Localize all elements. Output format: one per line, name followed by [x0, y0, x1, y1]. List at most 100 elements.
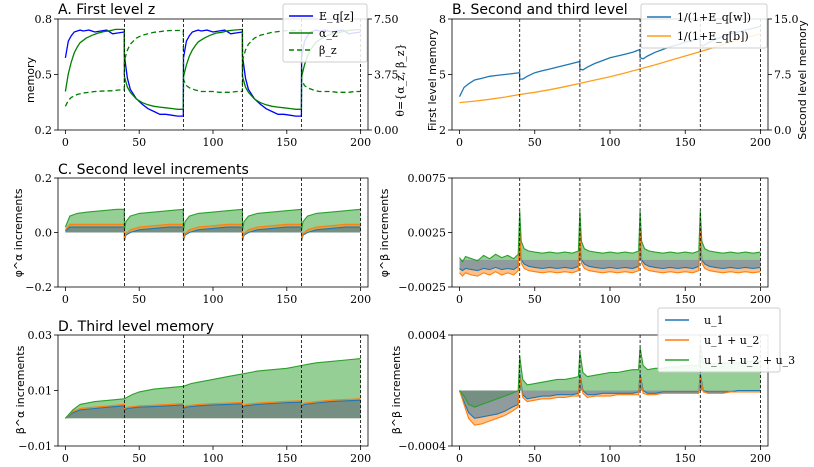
panel-a-ylabel: memory: [24, 57, 37, 103]
panel-a-legend-label: E_q[z]: [319, 10, 354, 23]
series-area-1: [459, 232, 761, 271]
panel-b-ylabel: First level memory: [426, 28, 439, 131]
panel-c1: C. Second level increments 0 50 100 150 200 −…: [12, 162, 371, 306]
y-tick-right-label: 0.00: [374, 124, 399, 137]
panel-d2-legend-label: u_1 + u_2 + u_3: [704, 354, 795, 367]
y-tick-label: 2: [439, 124, 446, 137]
panel-d1-ylabel: β^α increments: [14, 345, 27, 434]
series-line-3: [459, 210, 761, 263]
panel-d2: 0 50 100 150 200 −0.0004 0.0004 β^β increments…: [390, 307, 795, 465]
x-tick-label: 200: [750, 452, 771, 465]
panel-d1: D. Third level memory 0 50 100 150 200 −0.01 0…: [14, 319, 371, 465]
x-tick-label: 100: [600, 452, 621, 465]
series-area-1: [459, 373, 761, 419]
panel-a: A. First level z 0 50 100 150 200 0.2 0.5 0.8 0.…: [24, 2, 407, 149]
x-tick-label: 100: [203, 452, 224, 465]
x-tick-label: 0: [456, 452, 463, 465]
x-tick-label: 150: [675, 293, 696, 306]
panel-b-ylabel-right: Second level memory: [796, 20, 809, 140]
x-tick-label: 150: [276, 293, 297, 306]
y-tick-label: 0.5: [35, 69, 53, 82]
x-tick-label: 0: [456, 136, 463, 149]
y-tick-label: −0.2: [25, 281, 52, 294]
panel-d2-legend-label: u_1 + u_2: [704, 334, 759, 347]
y-tick-label: −0.0025: [398, 281, 446, 294]
y-tick-right-label: 15.0: [774, 13, 799, 26]
series-area-1: [65, 400, 361, 419]
panel-c1-ylabel: φ^α increments: [12, 188, 25, 277]
series-area-1: [65, 227, 361, 241]
y-tick-label: 0.01: [28, 385, 53, 398]
y-tick-label: 0.0: [35, 227, 53, 240]
y-tick-label: 0.0025: [408, 227, 447, 240]
panel-c2-ylabel: φ^β increments: [378, 188, 391, 277]
x-tick-label: 50: [132, 452, 146, 465]
series-line-1: [65, 399, 361, 419]
panel-d2-legend-label: u_1: [704, 314, 724, 327]
x-tick-label: 50: [528, 136, 542, 149]
panel-b-legend-label: 1/(1+E_q[w]): [677, 11, 751, 24]
x-tick-label: 0: [62, 293, 69, 306]
x-tick-label: 50: [528, 452, 542, 465]
panel-b: B. Second and third level 0 50 100 150 200 2 5…: [426, 2, 809, 149]
panel-a-legend-label: α_z: [319, 27, 338, 40]
x-tick-label: 0: [62, 136, 69, 149]
y-tick-label: 0.0004: [408, 329, 447, 342]
panel-b-legend-label: 1/(1+E_q[b]): [677, 30, 749, 43]
y-tick-label: −0.01: [18, 440, 52, 453]
x-tick-label: 200: [750, 293, 771, 306]
y-tick-label: −0.0004: [398, 440, 446, 453]
series-line-3: [64, 29, 361, 107]
x-tick-label: 200: [750, 136, 771, 149]
panel-d-title: D. Third level memory: [58, 319, 214, 335]
y-tick-right-label: 3.75: [374, 69, 399, 82]
series-line-2: [65, 398, 361, 419]
series-area-2: [459, 376, 761, 426]
x-tick-label: 100: [203, 136, 224, 149]
series-line-2: [64, 223, 361, 240]
x-tick-label: 150: [675, 136, 696, 149]
panel-a-legend-label: β_z: [319, 44, 337, 57]
y-tick-right-label: 7.50: [374, 13, 399, 26]
x-tick-label: 200: [350, 293, 371, 306]
y-tick-label: 0.2: [35, 172, 53, 185]
y-tick-label: 5: [439, 69, 446, 82]
x-tick-label: 100: [600, 293, 621, 306]
x-tick-label: 150: [276, 452, 297, 465]
x-tick-label: 100: [203, 293, 224, 306]
panel-a-title-text: A. First level z: [58, 2, 155, 18]
panel-b-legend: 1/(1+E_q[w]) 1/(1+E_q[b]): [640, 3, 768, 49]
y-tick-label: 0.0075: [408, 172, 447, 185]
y-tick-right-label: 7.5: [774, 69, 792, 82]
series-line-2: [459, 229, 761, 277]
y-tick-label: 0.03: [28, 329, 53, 342]
x-tick-label: 100: [600, 136, 621, 149]
series-line-3: [64, 208, 361, 230]
panel-d2-legend: u_1 u_1 + u_2 u_1 + u_2 + u_3: [657, 307, 795, 373]
x-tick-label: 50: [132, 293, 146, 306]
panel-a-legend: E_q[z] α_z β_z: [282, 3, 368, 63]
y-tick-label: 8: [439, 13, 446, 26]
series-line-2: [459, 33, 761, 104]
y-tick-right-label: 0.0: [774, 124, 792, 137]
panel-b-title: B. Second and third level: [452, 2, 628, 18]
panel-c2: 0 50 100 150 200 −0.0025 0.0025 0.0075 φ^β incr…: [378, 172, 771, 306]
x-tick-label: 150: [276, 136, 297, 149]
series-area-3: [459, 344, 761, 408]
y-tick-label: 0.2: [35, 124, 53, 137]
panel-a-ylabel-right: θ={α_z, β_z}: [394, 43, 407, 116]
series-area-3: [459, 210, 761, 262]
x-tick-label: 200: [350, 452, 371, 465]
panel-d2-ylabel: β^β increments: [390, 346, 403, 435]
x-tick-label: 50: [132, 136, 146, 149]
panel-c-title: C. Second level increments: [58, 162, 249, 178]
x-tick-label: 0: [62, 452, 69, 465]
x-tick-label: 150: [675, 452, 696, 465]
x-tick-label: 0: [456, 293, 463, 306]
series-line-3: [64, 358, 361, 419]
x-tick-label: 200: [350, 136, 371, 149]
panel-a-title: A. First level z: [58, 2, 155, 18]
x-tick-label: 50: [528, 293, 542, 306]
series-line-2: [458, 376, 761, 426]
